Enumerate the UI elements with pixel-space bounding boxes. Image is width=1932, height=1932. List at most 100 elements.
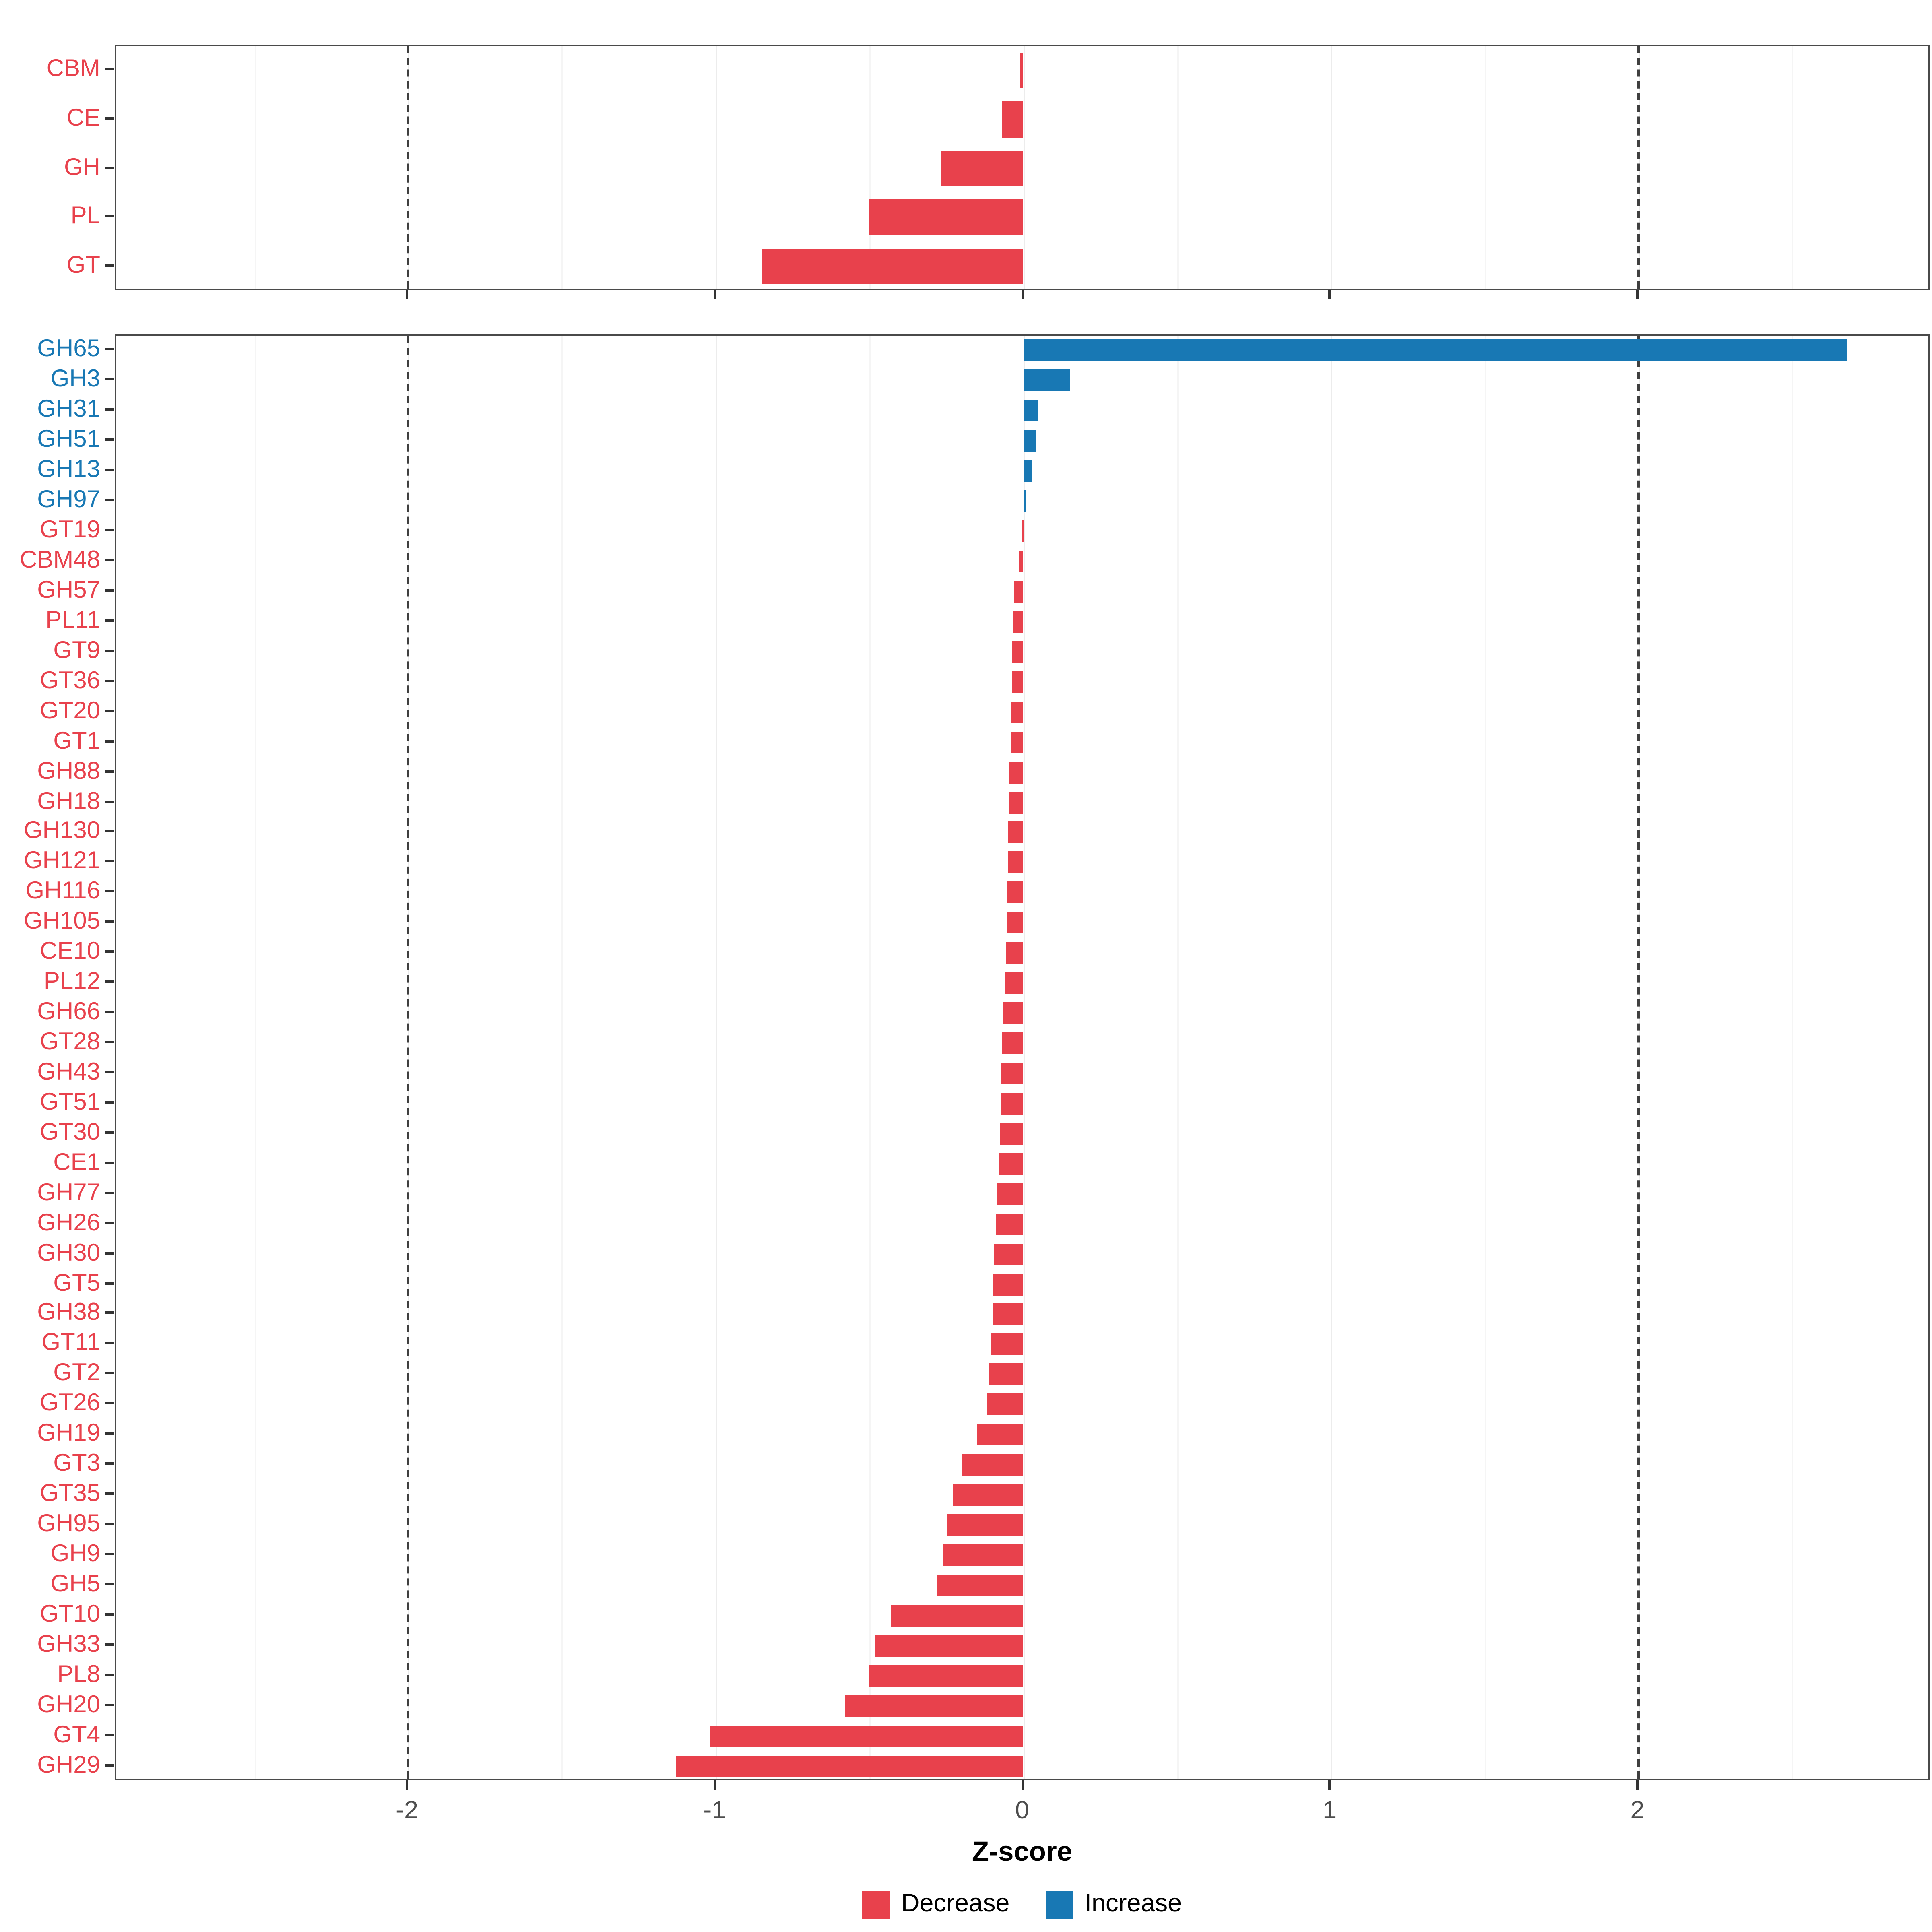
legend-label: Decrease — [901, 1890, 1010, 1918]
bar-GT9 — [1012, 641, 1024, 663]
y-tick-mark — [105, 860, 114, 863]
bar-GT51 — [1000, 1092, 1024, 1115]
minor-gridline — [869, 46, 871, 289]
y-axis-label-GH18: GH18 — [37, 788, 100, 815]
minor-gridline — [1177, 336, 1179, 1779]
bar-GH43 — [1001, 1062, 1024, 1084]
major-gridline — [1023, 46, 1025, 289]
bar-GH13 — [1023, 460, 1033, 482]
x-tick-label: 1 — [1323, 1797, 1337, 1825]
y-tick-mark — [105, 830, 114, 833]
y-axis-label-GT19: GT19 — [39, 517, 100, 544]
legend: Decrease Increase — [115, 1890, 1930, 1919]
y-axis-label-CBM48: CBM48 — [19, 547, 100, 574]
bar-GH9 — [943, 1544, 1024, 1566]
y-axis-label-GT: GT — [66, 252, 100, 279]
y-axis-label-GH30: GH30 — [37, 1239, 100, 1266]
y-tick-mark — [105, 1191, 114, 1194]
y-axis-label-GH65: GH65 — [37, 336, 100, 363]
bar-GH31 — [1023, 400, 1039, 422]
y-axis-label-GT11: GT11 — [41, 1330, 100, 1357]
y-axis-label-GH31: GH31 — [37, 396, 100, 423]
y-axis-label-GH5: GH5 — [50, 1571, 100, 1598]
y-tick-mark — [105, 649, 114, 652]
y-tick-mark — [105, 1161, 114, 1164]
y-tick-mark — [105, 1282, 114, 1284]
y-axis-label-PL: PL — [70, 203, 100, 230]
y-axis-label-GH66: GH66 — [37, 999, 100, 1026]
y-tick-mark — [105, 980, 114, 983]
bar-GH26 — [995, 1213, 1024, 1235]
y-tick-mark — [105, 890, 114, 893]
bar-GH30 — [994, 1243, 1024, 1265]
x-tick-mark — [1328, 1780, 1331, 1790]
y-tick-mark — [105, 117, 114, 120]
y-tick-mark — [105, 1583, 114, 1585]
y-tick-mark — [105, 166, 114, 169]
minor-gridline — [562, 336, 564, 1779]
y-tick-mark — [105, 1131, 114, 1134]
top-panel-cazy-classes — [115, 45, 1930, 290]
y-tick-mark — [105, 499, 114, 502]
y-tick-mark — [105, 1372, 114, 1375]
y-tick-mark — [105, 1041, 114, 1044]
y-axis-label-CE10: CE10 — [39, 938, 100, 965]
y-tick-mark — [105, 1342, 114, 1345]
y-tick-mark — [105, 409, 114, 411]
y-axis-label-GH57: GH57 — [37, 577, 100, 604]
y-axis-label-GH3: GH3 — [50, 366, 100, 393]
y-axis-label-GT36: GT36 — [39, 667, 100, 694]
y-axis-label-GH105: GH105 — [23, 908, 100, 935]
bar-GT2 — [989, 1364, 1024, 1385]
y-tick-mark — [105, 710, 114, 712]
y-axis-label-GT30: GT30 — [39, 1119, 100, 1146]
bar-GH130 — [1008, 822, 1024, 844]
minor-gridline — [1177, 46, 1179, 289]
y-axis-label-GH88: GH88 — [37, 758, 100, 784]
y-axis-label-GT51: GT51 — [39, 1089, 100, 1116]
bottom-panel-cazy-families — [115, 334, 1930, 1780]
bar-GT4 — [709, 1725, 1024, 1747]
y-axis-label-GH43: GH43 — [37, 1059, 100, 1086]
y-tick-mark — [105, 800, 114, 803]
y-axis-label-PL11: PL11 — [45, 607, 100, 634]
dashed-reference-line — [407, 336, 409, 1779]
y-axis-label-GH: GH — [64, 154, 100, 181]
y-axis-label-CE1: CE1 — [53, 1149, 100, 1176]
bar-GT26 — [986, 1393, 1024, 1416]
bar-GH95 — [946, 1514, 1024, 1536]
bar-GT1 — [1010, 731, 1024, 753]
y-tick-mark — [105, 1432, 114, 1435]
y-tick-mark — [105, 559, 114, 562]
y-tick-mark — [105, 469, 114, 471]
y-tick-mark — [105, 589, 114, 592]
y-axis-label-GT26: GT26 — [39, 1390, 100, 1417]
y-axis-label-GT35: GT35 — [39, 1480, 100, 1507]
y-axis-label-PL8: PL8 — [57, 1661, 100, 1688]
dashed-reference-line — [407, 46, 409, 289]
y-axis-label-PL12: PL12 — [43, 968, 100, 995]
bar-GT20 — [1011, 701, 1024, 723]
bar-GT10 — [891, 1604, 1024, 1627]
y-axis-label-GT2: GT2 — [53, 1360, 100, 1387]
bar-CE10 — [1005, 942, 1024, 964]
x-tick-label: 0 — [1015, 1797, 1030, 1825]
minor-gridline — [869, 336, 871, 1779]
y-axis-label-GH121: GH121 — [23, 848, 100, 875]
bar-GH33 — [875, 1635, 1024, 1657]
x-tick-mark — [713, 1780, 716, 1790]
bar-GH18 — [1009, 791, 1024, 813]
x-tick-mark — [406, 1780, 408, 1790]
bar-GT3 — [962, 1454, 1024, 1476]
y-axis-label-GH116: GH116 — [25, 878, 100, 905]
bar-GH38 — [993, 1303, 1024, 1325]
bar-GH66 — [1003, 1002, 1024, 1024]
y-axis-label-GT1: GT1 — [53, 727, 100, 754]
major-gridline — [1023, 336, 1025, 1779]
bar-GH57 — [1015, 580, 1024, 603]
bar-GT36 — [1011, 671, 1024, 693]
bar-PL8 — [869, 1665, 1024, 1687]
y-tick-mark — [105, 68, 114, 70]
bar-PL — [869, 200, 1024, 235]
minor-gridline — [254, 336, 256, 1779]
